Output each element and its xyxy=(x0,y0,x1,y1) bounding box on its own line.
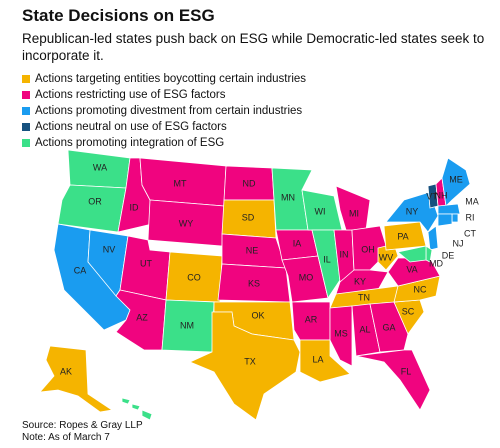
state xyxy=(437,213,453,227)
state-label: NY xyxy=(406,206,419,216)
state-label: UT xyxy=(140,258,152,268)
state xyxy=(188,311,301,421)
state-label: GA xyxy=(382,322,395,332)
state-label: NV xyxy=(103,244,116,254)
legend-item: Actions promoting divestment from certai… xyxy=(22,103,306,119)
state-label: WY xyxy=(179,218,194,228)
state-label: ID xyxy=(130,202,140,212)
state-label: WA xyxy=(93,162,107,172)
legend-label: Actions promoting integration of ESG xyxy=(35,137,225,149)
legend-item: Actions neutral on use of ESG factors xyxy=(22,119,306,135)
state-label: CA xyxy=(74,265,87,275)
state-label: VT xyxy=(426,191,438,201)
state-label: MS xyxy=(334,328,348,338)
legend-swatch xyxy=(22,107,30,115)
legend: Actions targeting entities boycotting ce… xyxy=(22,71,306,151)
state xyxy=(369,301,409,353)
state-label: RI xyxy=(466,212,475,222)
legend-label: Actions targeting entities boycotting ce… xyxy=(35,73,307,85)
state-label: CT xyxy=(464,228,476,238)
state-label: SC xyxy=(402,306,415,316)
state-label: AL xyxy=(359,324,370,334)
state xyxy=(427,225,439,251)
state-label: SD xyxy=(242,212,255,222)
state-label: AK xyxy=(60,366,72,376)
state-label: ME xyxy=(449,174,463,184)
title: State Decisions on ESG xyxy=(22,6,215,25)
state-label: IN xyxy=(340,249,349,259)
state xyxy=(451,213,459,223)
state-label: IL xyxy=(323,254,331,264)
state-label: MI xyxy=(349,208,359,218)
state-label: MN xyxy=(281,192,295,202)
state xyxy=(355,349,431,411)
state-label: MA xyxy=(465,196,479,206)
state xyxy=(437,203,461,215)
state-label: ND xyxy=(243,178,256,188)
state-label: MT xyxy=(174,178,187,188)
legend-swatch xyxy=(22,139,30,147)
state-label: NC xyxy=(414,284,427,294)
state xyxy=(387,257,441,287)
state-label: NE xyxy=(246,245,259,255)
state xyxy=(329,305,353,367)
state-label: VA xyxy=(406,264,417,274)
legend-item: Actions promoting integration of ESG xyxy=(22,135,306,151)
legend-label: Actions restricting use of ESG factors xyxy=(35,89,226,101)
state xyxy=(121,397,153,421)
state-label: FL xyxy=(401,366,412,376)
state-label: NM xyxy=(180,320,194,330)
source: Source: Ropes & Gray LLP xyxy=(22,420,143,431)
legend-label: Actions neutral on use of ESG factors xyxy=(35,121,227,133)
state-label: OR xyxy=(88,196,102,206)
state-label: NJ xyxy=(453,238,464,248)
state-label: AR xyxy=(305,314,318,324)
state-label: OH xyxy=(361,244,375,254)
legend-label: Actions promoting divestment from certai… xyxy=(35,105,303,117)
legend-item: Actions restricting use of ESG factors xyxy=(22,87,306,103)
state xyxy=(57,184,127,233)
state-label: MD xyxy=(429,258,443,268)
state xyxy=(311,229,341,299)
state xyxy=(281,255,329,303)
state-label: TN xyxy=(358,292,370,302)
state-label: AZ xyxy=(136,312,148,322)
state xyxy=(397,245,427,263)
state-label: LA xyxy=(312,354,323,364)
state-label: WV xyxy=(379,252,394,262)
state xyxy=(39,345,114,413)
state-label: PA xyxy=(397,231,408,241)
state-label: NH xyxy=(435,190,448,200)
state-label: KS xyxy=(248,278,260,288)
footer: Source: Ropes & Gray LLP Note: As of Mar… xyxy=(22,420,143,444)
state-label: TX xyxy=(244,356,256,366)
state-label: MO xyxy=(299,272,314,282)
legend-swatch xyxy=(22,91,30,99)
state-label: WI xyxy=(315,206,326,216)
legend-swatch xyxy=(22,75,30,83)
note: Note: As of March 7 xyxy=(22,432,110,443)
state-label: KY xyxy=(354,276,366,286)
legend-swatch xyxy=(22,123,30,131)
subtitle: Republican-led states push back on ESG w… xyxy=(22,31,485,63)
state-label: CO xyxy=(187,272,201,282)
legend-item: Actions targeting entities boycotting ce… xyxy=(22,71,306,87)
state-label: DE xyxy=(442,250,455,260)
state-label: OK xyxy=(251,310,264,320)
state-label: IA xyxy=(293,238,302,248)
